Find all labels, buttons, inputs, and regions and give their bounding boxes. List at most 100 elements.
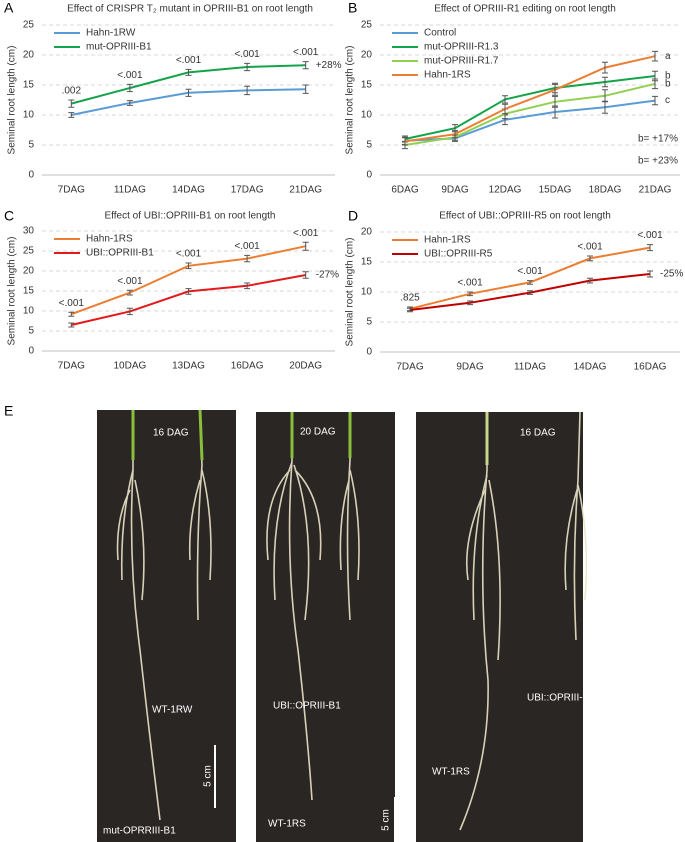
end-label: c — [665, 95, 670, 106]
y-axis-label: Seminal root length (cm) — [7, 46, 18, 155]
annotation: <.001 — [176, 55, 202, 66]
annotation: <.001 — [457, 278, 483, 289]
note: b= +17% — [638, 134, 678, 145]
series-line — [404, 82, 656, 146]
note: b= +23% — [638, 156, 678, 167]
error-bar — [407, 307, 413, 313]
y-tick-label: 5 — [28, 326, 34, 337]
y-tick-label: 20 — [23, 50, 35, 61]
y-tick-label: 30 — [23, 226, 35, 237]
x-tick-label: 14DAG — [172, 185, 205, 196]
legend-label: UBI::OPRIII-B1 — [86, 248, 154, 259]
panel-label: B — [348, 0, 357, 16]
y-tick-label: 20 — [361, 227, 373, 238]
legend-label: UBI::OPRIII-R5 — [424, 249, 493, 260]
photo: 16 DAG WT-1RW mut-OPRRIII-B1 5 cm — [97, 409, 236, 842]
error-bar — [185, 88, 192, 97]
y-tick-label: 5 — [28, 140, 34, 151]
annotation: <.001 — [117, 70, 143, 81]
series-line — [404, 55, 656, 143]
x-tick-label: 7DAG — [396, 362, 423, 373]
y-tick-label: 25 — [23, 20, 35, 31]
error-bar — [552, 95, 558, 108]
error-bar — [185, 262, 192, 270]
y-tick-label: 10 — [361, 287, 373, 298]
error-bar — [452, 130, 458, 139]
x-tick-label: 7DAG — [58, 185, 85, 196]
x-tick-label: 16DAG — [231, 361, 264, 372]
x-tick-label: 10DAG — [114, 361, 147, 372]
x-tick-label: 9DAG — [441, 185, 468, 196]
error-bar — [244, 62, 251, 72]
error-bar — [602, 76, 608, 88]
legend-label: Hahn-1RS — [86, 234, 133, 245]
x-tick-label: 13DAG — [172, 361, 205, 372]
chart-title: Effect of OPRIII-R1 editing on root leng… — [434, 4, 616, 15]
y-tick-label: 5 — [366, 140, 372, 151]
x-tick-label: 18DAG — [589, 185, 622, 196]
x-tick-label: 11DAG — [114, 185, 146, 196]
error-bar — [302, 271, 309, 279]
annotation: <.001 — [577, 242, 603, 253]
x-tick-label: 21DAG — [289, 185, 322, 196]
x-tick-label: 15DAG — [539, 185, 572, 196]
error-bar — [244, 85, 251, 96]
end-label: +28% — [316, 60, 342, 71]
y-tick-label: 0 — [366, 170, 372, 181]
y-tick-label: 10 — [23, 306, 35, 317]
photo-age: 16 DAG — [520, 428, 556, 439]
annotation: <.001 — [117, 276, 143, 287]
error-bar — [302, 84, 309, 94]
series-line — [71, 274, 306, 326]
scale-label: 5 cm — [203, 765, 214, 787]
y-tick-label: 20 — [23, 266, 35, 277]
photo: 20 DAG UBI::OPRIII-B1 WT-1RS 5 cm — [256, 412, 396, 842]
y-tick-label: 0 — [28, 346, 34, 357]
annotation: <.001 — [517, 266, 543, 277]
panel-label: E — [4, 403, 13, 419]
end-label: b — [665, 71, 671, 82]
error-bar — [302, 61, 309, 70]
annotation: .002 — [62, 86, 82, 97]
error-bar — [185, 288, 192, 295]
photo-label: mut-OPRRIII-B1 — [103, 826, 176, 837]
error-bar — [467, 300, 473, 306]
annotation: <.001 — [293, 47, 319, 58]
end-label: -27% — [316, 270, 339, 281]
error-bar — [185, 68, 192, 76]
y-tick-label: 15 — [23, 286, 35, 297]
error-bar — [602, 89, 608, 103]
error-bar — [502, 95, 508, 104]
photo-age: 16 DAG — [153, 428, 189, 439]
error-bar — [502, 103, 508, 115]
photo-age: 20 DAG — [300, 427, 336, 438]
error-bar — [244, 282, 251, 290]
x-tick-label: 9DAG — [456, 362, 483, 373]
error-bar — [527, 290, 533, 295]
y-tick-label: 15 — [361, 257, 373, 268]
y-tick-label: 0 — [28, 170, 34, 181]
annotation: <.001 — [176, 249, 202, 260]
chart-title: Effect of UBI::OPRIII-B1 on root length — [104, 211, 275, 222]
y-tick-label: 25 — [23, 246, 35, 257]
error-bar — [647, 270, 653, 278]
error-bar — [602, 61, 608, 74]
x-tick-label: 14DAG — [574, 362, 607, 373]
error-bar — [68, 322, 75, 328]
error-bar — [68, 112, 75, 118]
error-bar — [126, 289, 133, 296]
error-bar — [552, 83, 558, 96]
panel-label: A — [4, 0, 14, 16]
y-tick-label: 20 — [361, 50, 373, 61]
error-bar — [652, 50, 658, 62]
annotation: <.001 — [234, 241, 260, 252]
error-bar — [652, 95, 658, 106]
error-bar — [302, 241, 309, 251]
y-tick-label: 25 — [361, 20, 373, 31]
legend-label: mut-OPRIII-R1.7 — [424, 56, 499, 67]
error-bar — [587, 277, 593, 284]
scale-label: 5 cm — [593, 769, 604, 791]
y-axis-label: Seminal root length (cm) — [7, 237, 18, 346]
series-line — [404, 99, 656, 142]
x-tick-label: 6DAG — [391, 185, 418, 196]
